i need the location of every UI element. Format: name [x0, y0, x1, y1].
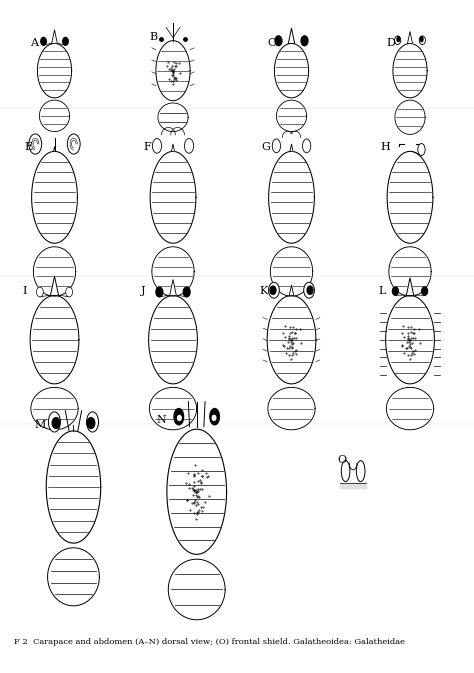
Polygon shape	[389, 247, 431, 296]
Polygon shape	[149, 388, 197, 430]
Text: C: C	[267, 38, 276, 48]
Text: O: O	[337, 456, 346, 465]
Polygon shape	[32, 151, 77, 243]
Polygon shape	[50, 276, 59, 295]
Text: L: L	[378, 286, 386, 296]
Ellipse shape	[184, 139, 193, 153]
Polygon shape	[270, 247, 313, 296]
Ellipse shape	[356, 460, 365, 482]
Circle shape	[87, 418, 95, 429]
Ellipse shape	[419, 36, 426, 44]
Text: D: D	[386, 38, 395, 48]
Text: B: B	[149, 32, 157, 42]
Ellipse shape	[275, 36, 282, 46]
Polygon shape	[172, 144, 174, 151]
Ellipse shape	[420, 37, 423, 42]
Text: A: A	[30, 38, 38, 48]
Polygon shape	[39, 100, 70, 132]
Polygon shape	[393, 44, 427, 98]
Ellipse shape	[397, 37, 400, 42]
Polygon shape	[406, 278, 414, 295]
Polygon shape	[31, 388, 78, 430]
Polygon shape	[52, 30, 57, 44]
Ellipse shape	[210, 409, 219, 425]
Circle shape	[63, 38, 68, 45]
Polygon shape	[168, 559, 225, 620]
Ellipse shape	[153, 139, 162, 153]
Circle shape	[66, 287, 73, 297]
Text: G: G	[262, 142, 271, 152]
Circle shape	[307, 286, 313, 294]
Circle shape	[422, 287, 428, 295]
Polygon shape	[276, 100, 307, 132]
Circle shape	[270, 286, 276, 294]
Polygon shape	[274, 44, 309, 98]
Polygon shape	[150, 151, 196, 243]
Circle shape	[52, 418, 60, 429]
Ellipse shape	[29, 134, 42, 154]
Ellipse shape	[174, 409, 183, 425]
Text: N: N	[156, 415, 166, 425]
Ellipse shape	[272, 139, 281, 153]
Text: K: K	[260, 286, 268, 296]
Text: I: I	[23, 286, 27, 296]
Text: E: E	[25, 142, 33, 152]
Polygon shape	[395, 100, 425, 135]
Text: M: M	[34, 420, 46, 429]
Polygon shape	[408, 32, 412, 44]
Polygon shape	[156, 40, 190, 101]
Polygon shape	[386, 388, 434, 430]
Polygon shape	[288, 28, 295, 44]
Polygon shape	[167, 429, 227, 555]
Polygon shape	[386, 295, 434, 384]
Polygon shape	[33, 247, 76, 296]
Ellipse shape	[301, 36, 308, 46]
Polygon shape	[269, 151, 314, 243]
Ellipse shape	[67, 134, 80, 154]
Polygon shape	[387, 151, 433, 243]
Ellipse shape	[48, 412, 60, 432]
Ellipse shape	[394, 36, 401, 44]
Ellipse shape	[341, 460, 350, 482]
Polygon shape	[268, 388, 315, 430]
Ellipse shape	[87, 412, 99, 432]
Polygon shape	[290, 144, 293, 151]
Polygon shape	[37, 44, 72, 98]
Polygon shape	[170, 280, 176, 295]
Ellipse shape	[304, 282, 314, 298]
Polygon shape	[340, 483, 366, 488]
Polygon shape	[152, 247, 194, 296]
Polygon shape	[149, 295, 197, 384]
Polygon shape	[46, 431, 100, 543]
Polygon shape	[47, 548, 100, 606]
Polygon shape	[54, 147, 55, 151]
Circle shape	[36, 287, 43, 297]
Circle shape	[212, 415, 216, 421]
Text: J: J	[141, 286, 146, 296]
Circle shape	[41, 38, 46, 45]
Text: F 2  Carapace and abdomen (A–N) dorsal view; (O) frontal shield. Galatheoidea: G: F 2 Carapace and abdomen (A–N) dorsal vi…	[14, 638, 405, 646]
Circle shape	[178, 415, 181, 421]
Circle shape	[392, 287, 398, 295]
Polygon shape	[158, 103, 188, 132]
Ellipse shape	[302, 139, 311, 153]
Circle shape	[156, 287, 163, 297]
Ellipse shape	[269, 282, 279, 298]
Ellipse shape	[418, 143, 425, 155]
Text: H: H	[380, 142, 390, 152]
Polygon shape	[30, 295, 79, 384]
Polygon shape	[289, 285, 294, 295]
Text: F: F	[143, 142, 151, 152]
Polygon shape	[267, 295, 316, 384]
Circle shape	[183, 287, 190, 297]
